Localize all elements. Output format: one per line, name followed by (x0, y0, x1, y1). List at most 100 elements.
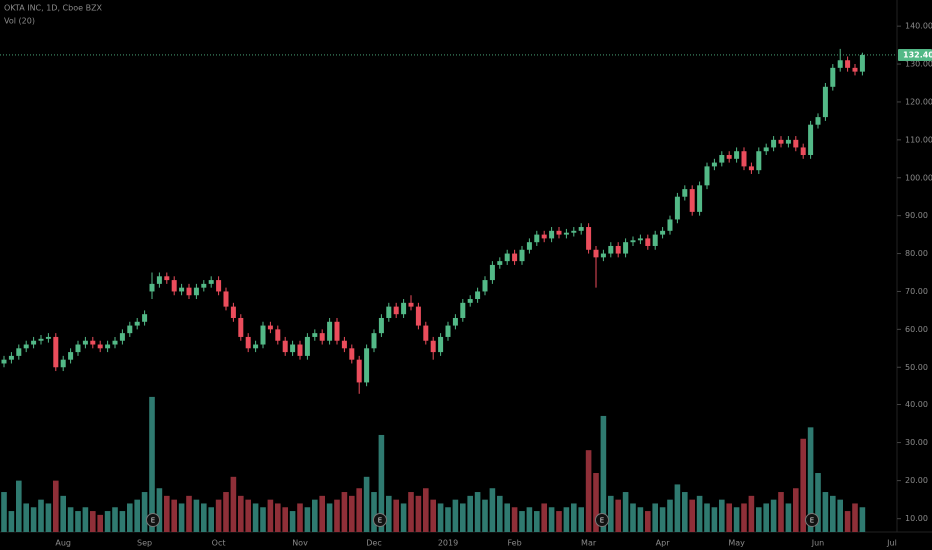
volume-bar (208, 507, 214, 532)
x-tick-label: Dec (366, 539, 381, 548)
last-price-box (898, 48, 932, 61)
candle-body (475, 291, 481, 300)
candle-body (778, 139, 784, 144)
volume-bar (741, 503, 747, 532)
volume-bar (645, 511, 651, 532)
earnings-label: E (378, 517, 382, 525)
volume-bar (408, 492, 414, 532)
candle-body (386, 306, 392, 318)
volume-bar (356, 488, 362, 532)
volume-bar (334, 499, 340, 532)
earnings-circle (373, 513, 387, 527)
volume-bar (637, 507, 644, 532)
candle-body (771, 139, 777, 148)
candle-body (171, 280, 177, 292)
volume-bar (778, 492, 784, 532)
volume-bar (659, 507, 666, 532)
candle-body (408, 302, 414, 307)
candle-body (82, 340, 88, 345)
candle-body (623, 242, 629, 254)
candle-body (38, 338, 44, 341)
candle-body (452, 317, 458, 326)
volume-bar (149, 396, 155, 532)
volume-bar (371, 492, 377, 532)
candle-body (593, 249, 599, 258)
volume-bar (178, 503, 185, 532)
x-tick-label: 2019 (438, 539, 458, 548)
candle-body (415, 306, 421, 326)
volume-bar (437, 503, 444, 532)
candle-body (119, 333, 125, 341)
candle-body (238, 317, 244, 337)
y-tick-label: 90.00 (905, 211, 928, 220)
candle-body (526, 242, 532, 250)
earnings-label: E (151, 517, 155, 525)
volume-bar (430, 499, 436, 532)
volume-bar (630, 503, 636, 532)
candle-body (45, 336, 51, 339)
volume-bar (793, 488, 799, 532)
volume-bar (748, 495, 755, 532)
candle-body (674, 196, 680, 220)
volume-bar (534, 511, 540, 532)
volume-bar (585, 450, 592, 532)
earnings-marker: E (146, 513, 160, 527)
candle-body (608, 245, 614, 254)
volume-bar (400, 503, 407, 532)
candle-body (371, 333, 377, 349)
volume-bar (511, 507, 518, 532)
candle-body (785, 139, 791, 144)
candle-body (164, 276, 170, 281)
volume-bar (822, 492, 829, 532)
candle-body (534, 234, 540, 243)
volume-bar (23, 503, 29, 532)
volume-bar (267, 499, 274, 532)
candle-body (600, 253, 606, 258)
candle-body (689, 189, 695, 212)
volume-bar (622, 492, 629, 532)
candle-body (97, 344, 103, 349)
y-tick-label: 130.00 (905, 60, 932, 69)
volume-bar (763, 503, 769, 532)
candle-body (156, 276, 162, 284)
y-tick-label: 50.00 (905, 363, 928, 372)
candle-body (578, 227, 584, 231)
candle-body (245, 336, 251, 349)
volume-bar (282, 507, 288, 532)
volume-bar (830, 495, 836, 532)
candle-body (378, 317, 384, 334)
candle-body (845, 60, 851, 68)
candle-body (756, 151, 762, 171)
volume-bar (245, 499, 251, 532)
volume-bar (807, 427, 814, 532)
x-tick-label: Nov (292, 539, 308, 548)
volume-bar (474, 492, 481, 532)
volume-bar (252, 503, 259, 532)
volume-bar (45, 503, 52, 532)
candle-body (852, 67, 858, 72)
candle-body (260, 325, 266, 345)
candle-body (31, 340, 37, 345)
earnings-marker: E (805, 513, 819, 527)
candle-body (341, 340, 347, 349)
candle-body (208, 280, 214, 284)
candle-body (134, 321, 140, 326)
x-tick-label: Jun (811, 539, 825, 548)
volume-bar (297, 503, 303, 532)
candle-body (660, 230, 666, 235)
candle-body (748, 166, 754, 171)
candle-body (223, 291, 229, 307)
volume-bar (837, 499, 843, 532)
candle-body (105, 344, 111, 349)
volume-bar (756, 507, 762, 532)
x-tick-label: May (728, 539, 745, 548)
volume-bar (489, 488, 496, 532)
y2-tick-label: 10.00 (905, 514, 928, 523)
candle-body (482, 280, 488, 292)
volume-bar (571, 503, 577, 532)
volume-bar (844, 511, 851, 532)
candle-body (275, 329, 281, 341)
volume-bar (1, 492, 7, 532)
volume-bar (593, 473, 599, 532)
chart-title: OKTA INC, 1D, Cboe BZX (4, 4, 103, 13)
